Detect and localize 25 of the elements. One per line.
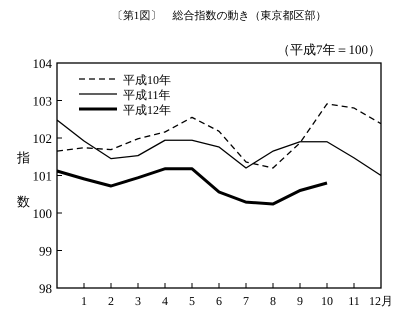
- x-tick-label: 3: [135, 294, 141, 308]
- x-tick-label: 12月: [369, 294, 393, 308]
- y-tick-label: 100: [32, 206, 52, 221]
- x-tick-label: 2: [108, 294, 114, 308]
- y-tick-label: 103: [32, 94, 52, 108]
- x-tick-label: 11: [348, 294, 360, 308]
- title: 〔第1図〕 総合指数の動き（東京都区部）: [112, 10, 326, 22]
- y-tick-label: 104: [32, 56, 52, 71]
- x-tick-label: 7: [243, 294, 249, 308]
- legend-label: 平成12年: [123, 103, 171, 117]
- y-tick-label: 99: [39, 244, 52, 258]
- y-tick-label: 98: [39, 281, 52, 296]
- x-tick-label: 10: [321, 294, 333, 308]
- x-tick-label: 6: [216, 294, 222, 308]
- y-tick-label: 101: [32, 168, 52, 184]
- annotation: （平成7年＝100）: [277, 42, 381, 57]
- x-tick-label: 4: [162, 294, 168, 308]
- x-tick-label: 1: [81, 294, 87, 308]
- x-tick-label: 9: [297, 294, 303, 308]
- x-tick-label: 5: [189, 294, 195, 308]
- legend-label: 平成11年: [123, 88, 171, 102]
- x-tick-label: 8: [270, 294, 276, 308]
- legend-label: 平成10年: [123, 73, 171, 87]
- ylabel: 指数: [16, 140, 32, 230]
- y-tick-label: 102: [32, 131, 52, 146]
